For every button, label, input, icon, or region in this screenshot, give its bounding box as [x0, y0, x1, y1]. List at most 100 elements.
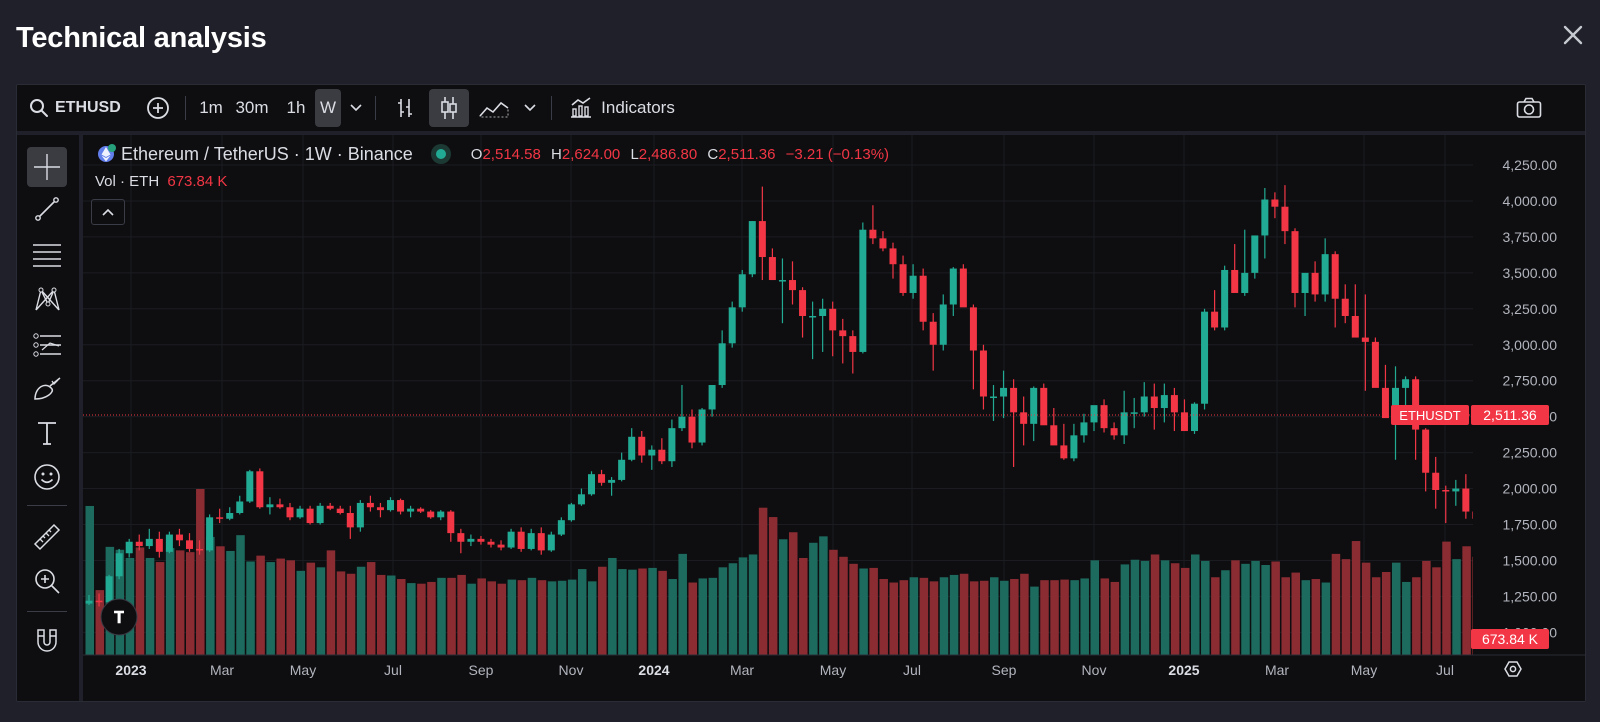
candle-body	[929, 321, 937, 345]
candle-body	[1361, 337, 1369, 342]
candles-icon[interactable]	[429, 89, 469, 127]
interval-30m[interactable]: 30m	[235, 98, 269, 117]
volume-bar	[1060, 579, 1069, 655]
candle-body	[718, 343, 726, 386]
candle-body	[457, 533, 465, 542]
magnet-icon[interactable]	[27, 621, 67, 661]
candle-body	[387, 500, 394, 511]
volume-bar	[608, 557, 617, 655]
volume-bar	[1180, 567, 1190, 655]
volume-bar	[889, 582, 898, 655]
crosshair-icon[interactable]	[27, 147, 67, 187]
candle-body	[1251, 235, 1259, 273]
y-tick-label: 2,250.00	[1503, 445, 1558, 461]
candle-body	[1080, 422, 1088, 436]
tv-logo-mark: 𝐓	[114, 610, 125, 627]
bar-style-icon[interactable]	[389, 89, 421, 127]
volume-bar	[728, 563, 738, 655]
volume-bar	[517, 580, 527, 655]
candle-body	[216, 517, 224, 519]
volume-bar	[859, 568, 868, 655]
volume-bar	[879, 579, 888, 655]
settings-icon[interactable]	[1504, 661, 1522, 677]
volume-bar	[1221, 570, 1230, 655]
indicators-button[interactable]: Indicators	[565, 89, 679, 127]
candle-body	[1140, 396, 1148, 413]
time-scale[interactable]	[83, 655, 1585, 701]
candle-body	[417, 508, 425, 512]
candle-body	[1422, 429, 1430, 473]
low-label: L	[630, 145, 639, 163]
close-icon[interactable]	[1560, 22, 1586, 48]
candle-body	[276, 504, 284, 508]
area-chart-icon[interactable]	[477, 89, 511, 127]
chevron-down-icon[interactable]	[347, 89, 365, 127]
volume-bar	[266, 562, 275, 655]
volume-bar	[969, 581, 979, 655]
fib-icon[interactable]	[27, 235, 67, 275]
volume-bar	[1231, 560, 1240, 655]
ruler-icon[interactable]	[27, 517, 67, 557]
y-tick-label: 3,750.00	[1503, 229, 1558, 245]
zoom-icon[interactable]	[27, 561, 67, 601]
volume-bar	[397, 579, 406, 655]
volume-bar	[628, 569, 637, 655]
market-status-dot	[430, 144, 451, 164]
volume-bar	[1100, 578, 1110, 655]
volume-bar	[1251, 560, 1260, 655]
candle-body	[376, 507, 384, 511]
candlestick-chart[interactable]: 4,250.00 4,000.00 3,750.00 3,500.00 3,250.00…	[83, 135, 1585, 701]
volume-bar	[497, 583, 507, 655]
brush-icon[interactable]	[27, 369, 67, 409]
last-price-label: 2,511.36	[1483, 407, 1537, 423]
volume-bar	[276, 558, 285, 655]
interval-1h[interactable]: 1h	[286, 98, 306, 117]
candle-body	[1442, 489, 1450, 492]
volume-bar	[1000, 580, 1009, 655]
volume-bar	[1160, 560, 1170, 655]
symbol-search[interactable]: ETHUSD	[29, 85, 121, 131]
volume-bar	[226, 550, 235, 655]
candle-body	[1351, 315, 1359, 338]
candle-body	[1301, 272, 1309, 293]
candle-body	[1271, 199, 1279, 207]
projection-icon[interactable]	[27, 325, 67, 365]
trend-line-icon[interactable]	[27, 189, 67, 229]
candle-body	[638, 436, 646, 456]
tv-logo[interactable]	[100, 598, 138, 636]
volume-bar	[175, 550, 185, 655]
candle-body	[1060, 445, 1068, 459]
camera-icon[interactable]	[1511, 89, 1547, 127]
chart-pane[interactable]: 4,250.00 4,000.00 3,750.00 3,500.00 3,250.00…	[83, 135, 1585, 701]
ethereum-logo-icon	[98, 144, 116, 162]
interval-1m[interactable]: 1m	[199, 98, 223, 117]
collapse-legend-button[interactable]	[91, 199, 125, 225]
volume-bar	[668, 579, 677, 655]
volume-bar	[638, 568, 647, 655]
candle-body	[356, 502, 364, 528]
interval-w[interactable]: W	[315, 89, 341, 127]
volume-bar	[246, 561, 255, 655]
high-label: H	[551, 145, 562, 163]
volume-bar	[1211, 577, 1220, 655]
volume-bar	[477, 578, 486, 655]
volume-bar	[768, 517, 778, 655]
candle-body	[507, 531, 515, 548]
top-toolbar: ETHUSD 1m 30m 1h W Indicators	[17, 85, 1585, 135]
add-symbol-icon[interactable]	[143, 89, 173, 127]
text-icon[interactable]	[27, 413, 67, 453]
emoji-icon[interactable]	[27, 457, 67, 497]
chart-type-chevron-icon[interactable]	[521, 89, 539, 127]
volume-bar	[1130, 559, 1140, 655]
candle-body	[1221, 269, 1229, 328]
volume-bar	[1241, 563, 1250, 655]
volume-bar	[1201, 560, 1210, 655]
candle-body	[939, 304, 947, 345]
pattern-icon[interactable]	[27, 279, 67, 319]
candle-body	[1311, 272, 1319, 295]
volume-bar	[688, 582, 697, 655]
price-scale[interactable]	[1473, 135, 1585, 655]
candle-body	[236, 501, 244, 513]
candle-body	[1030, 387, 1038, 424]
volume-bar	[557, 580, 567, 655]
